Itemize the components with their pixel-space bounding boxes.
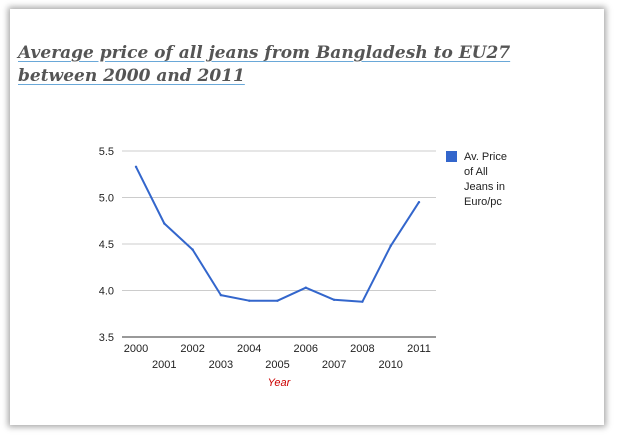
- x-axis-ticks: 2000 2001 2002 2003 2004 2005 2006 2007 2008 2010…: [124, 343, 431, 371]
- x-tick-label: 2005: [265, 359, 289, 371]
- x-tick-label: 2006: [294, 343, 318, 355]
- legend-label: Euro/pc: [464, 196, 502, 208]
- x-tick-label: 2007: [322, 359, 346, 371]
- y-tick-label: 3.5: [99, 332, 114, 344]
- legend-label: Av. Price: [464, 151, 507, 163]
- data-point: [191, 248, 194, 251]
- legend: Av. Price of All Jeans in Euro/pc: [446, 151, 507, 208]
- data-point: [304, 286, 307, 289]
- legend-label: Jeans in: [464, 181, 505, 193]
- data-point: [389, 244, 392, 248]
- y-tick-label: 4.5: [99, 239, 114, 251]
- data-point: [163, 222, 166, 225]
- x-tick-label: 2002: [180, 343, 204, 355]
- data-point: [134, 165, 138, 169]
- x-tick-label: 2011: [407, 343, 431, 355]
- data-point: [361, 300, 364, 303]
- gridlines: [122, 150, 436, 338]
- y-tick-label: 5.5: [99, 146, 114, 158]
- x-tick-label: 2004: [237, 343, 261, 355]
- x-tick-label: 2000: [124, 343, 148, 355]
- y-tick-label: 4.0: [99, 286, 114, 298]
- x-tick-label: 2010: [378, 359, 402, 371]
- chart-title: Average price of all jeans from Banglade…: [18, 43, 511, 86]
- legend-label: of All: [464, 166, 488, 178]
- series-line: [135, 166, 420, 303]
- legend-swatch: [446, 151, 457, 162]
- x-tick-label: 2008: [350, 343, 374, 355]
- data-point: [248, 299, 251, 302]
- y-tick-label: 5.0: [99, 193, 114, 205]
- y-axis-ticks: 3.5 4.0 4.5 5.0 5.5: [99, 146, 114, 344]
- chart-card: [10, 9, 604, 425]
- data-point: [417, 200, 421, 204]
- data-point: [332, 298, 336, 301]
- data-point: [276, 299, 279, 302]
- data-point: [219, 293, 223, 297]
- series-layer: [134, 165, 421, 303]
- x-tick-label: 2003: [209, 359, 233, 371]
- x-tick-label: 2001: [152, 359, 176, 371]
- x-axis-label: Year: [268, 377, 292, 389]
